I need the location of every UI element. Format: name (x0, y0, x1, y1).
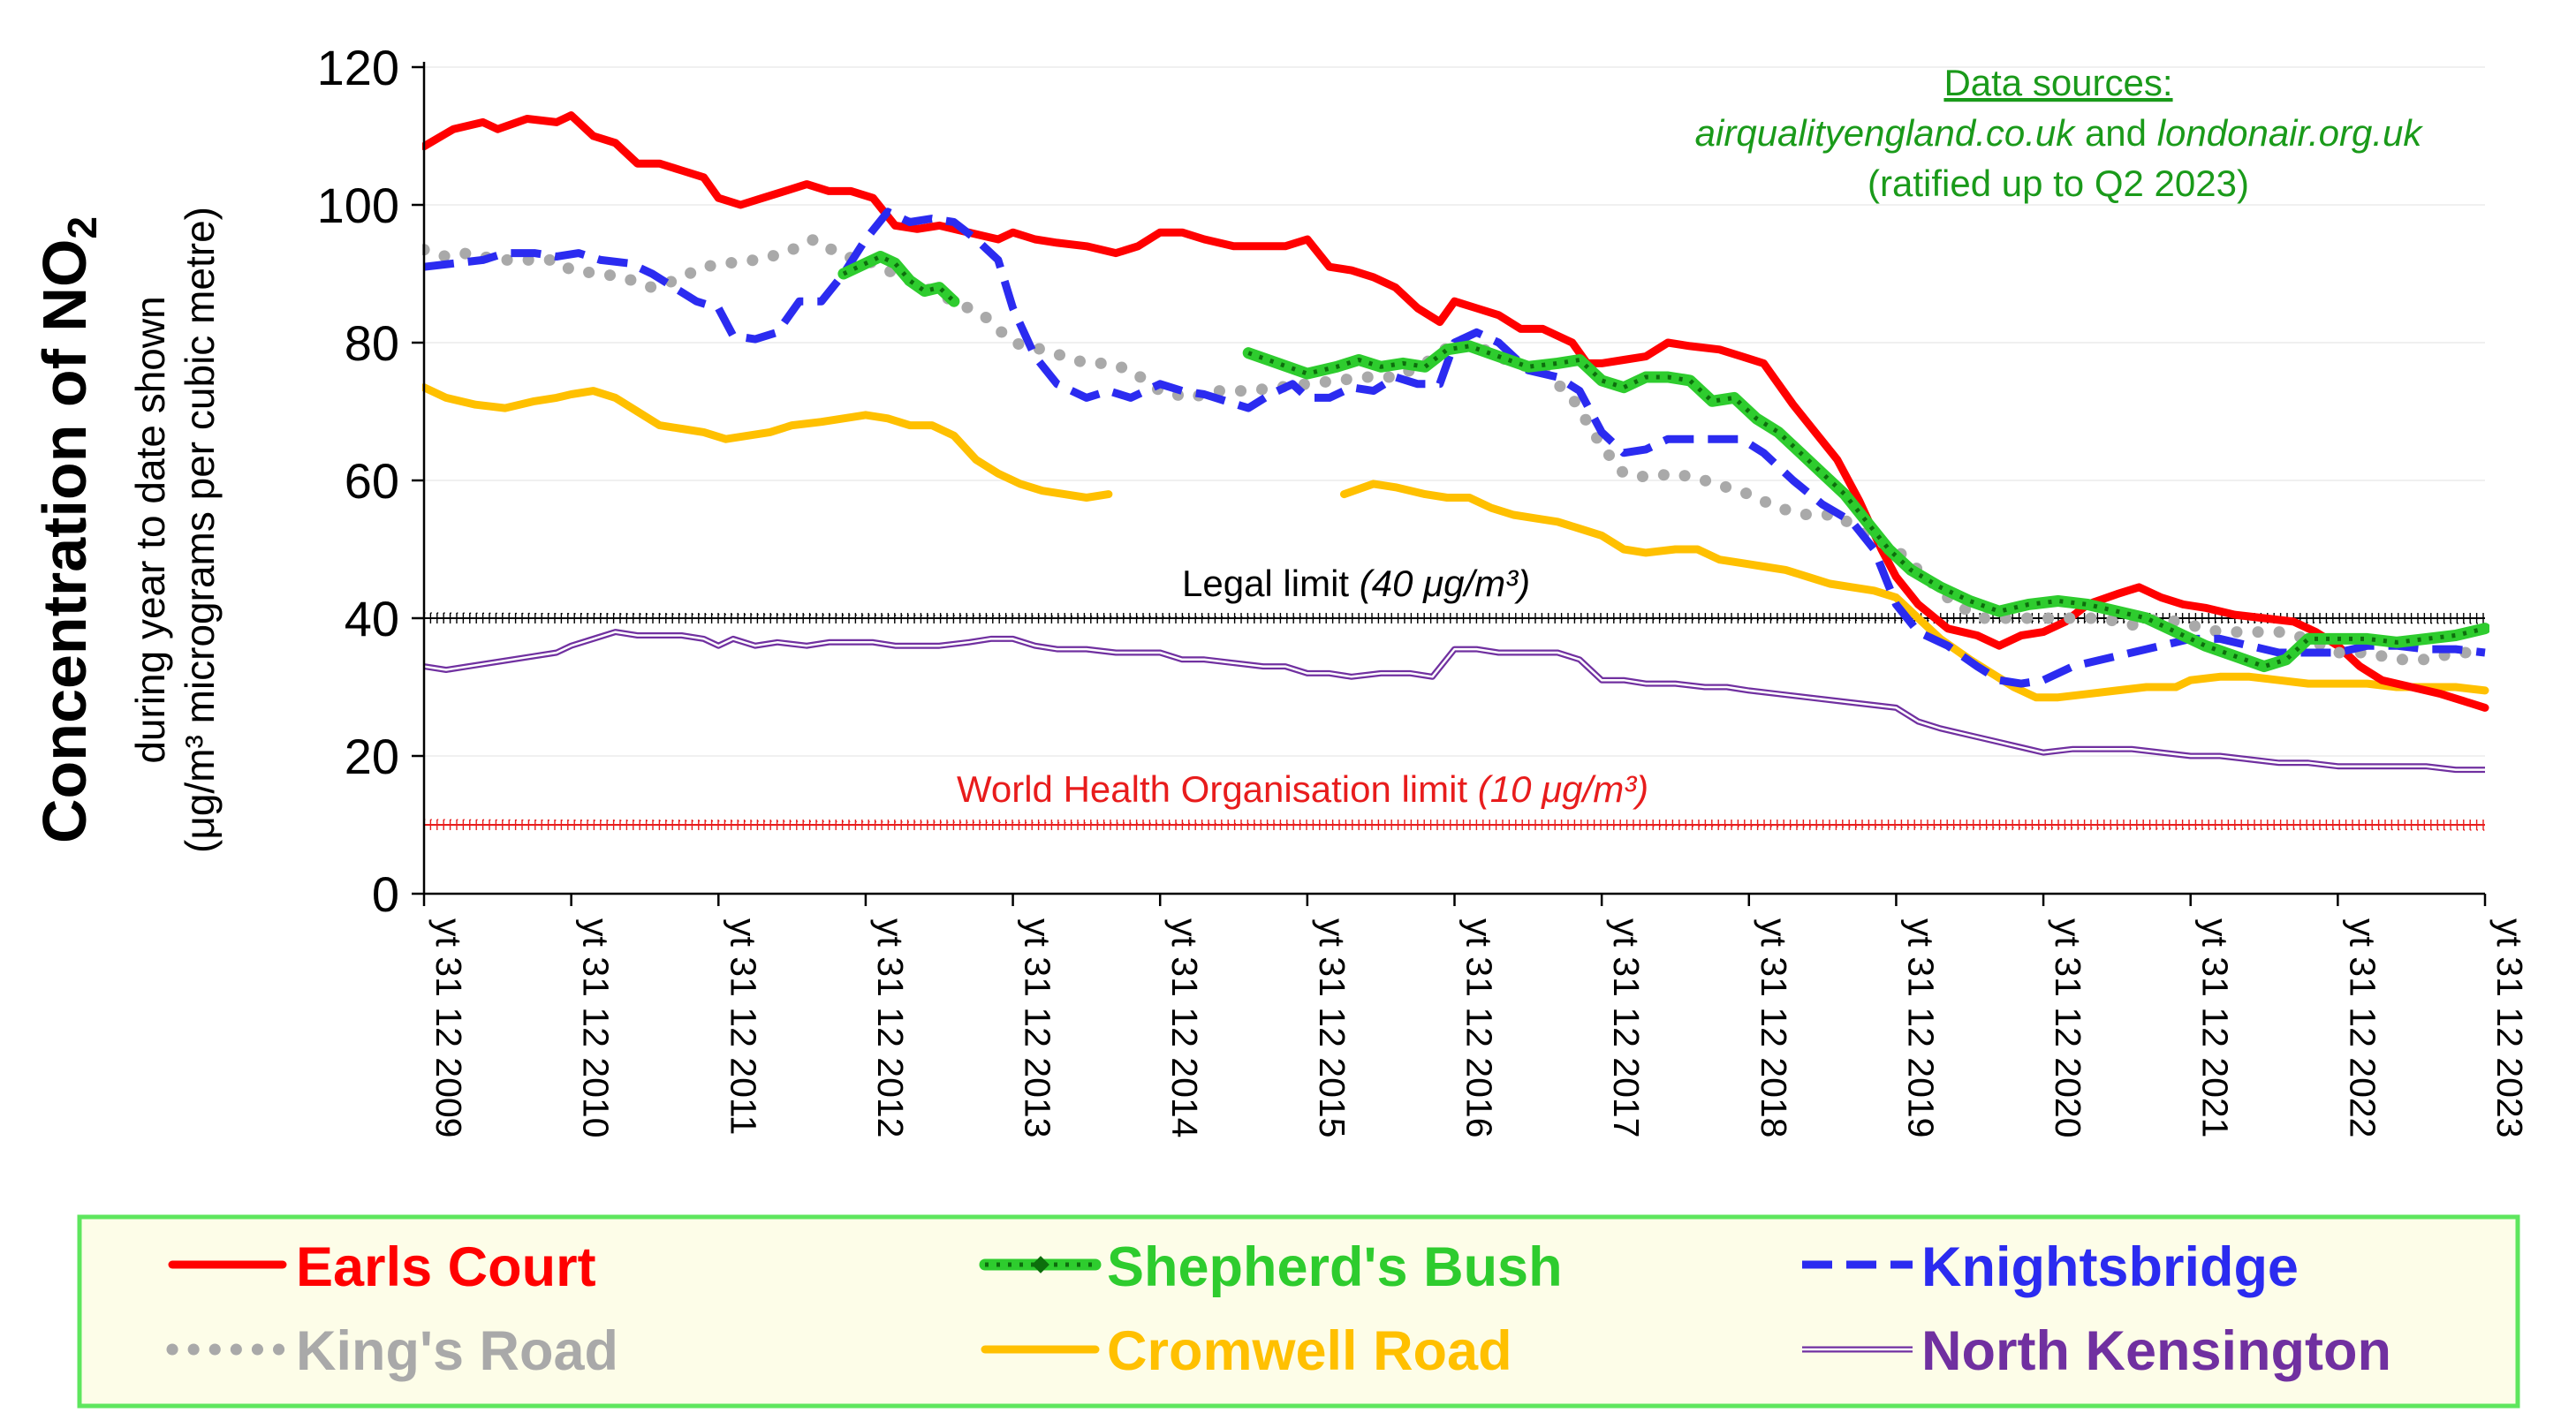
x-tick-label: yt 31 12 2020 (2048, 918, 2088, 1137)
x-tick-label: yt 31 12 2019 (1900, 918, 1941, 1137)
legend-marker-shepherd-s-bush (1032, 1256, 1049, 1273)
x-tick-label: yt 31 12 2013 (1018, 918, 1058, 1137)
legend-label-north-kensington: North Kensington (1921, 1320, 2391, 1382)
series-shepherd-s-bush (1242, 340, 2489, 673)
y-tick-label: 20 (345, 729, 399, 784)
y-tick-label: 120 (317, 40, 399, 95)
y-axis-subtitle-line2: (μg/m³ micrograms per cubic metre) (177, 207, 223, 853)
legend-label-cromwell-road: Cromwell Road (1107, 1320, 1512, 1382)
legend-label-earls-court: Earls Court (296, 1236, 596, 1298)
series-earls-court (422, 111, 2489, 712)
series-north-kensington (423, 629, 2485, 774)
legal-limit-label: Legal limit (40 μg/m³) (1182, 563, 1530, 604)
sources-sites: airqualityengland.co.uk and londonair.or… (1695, 112, 2424, 154)
y-tick-label: 0 (372, 866, 399, 922)
sources-note: (ratified up to Q2 2023) (1868, 162, 2249, 204)
x-tick-label: yt 31 12 2018 (1754, 918, 1794, 1137)
y-axis-subtitle-line1: during year to date shown (127, 296, 173, 763)
y-tick-label: 40 (345, 591, 399, 646)
legend-box (77, 1214, 2520, 1409)
series-cromwell-road (422, 383, 1113, 502)
legend-label-king-s-road: King's Road (296, 1320, 618, 1382)
series-cromwell-road (1340, 480, 2489, 702)
x-tick-label: yt 31 12 2011 (723, 918, 763, 1135)
series-layer (422, 111, 2489, 774)
sources-heading: Data sources: (1943, 62, 2172, 103)
y-axis-title: Concentration of NO2 (30, 216, 105, 843)
x-tick-label: yt 31 12 2022 (2342, 918, 2383, 1137)
x-tick-label: yt 31 12 2010 (576, 918, 617, 1137)
series-knightsbridge (423, 208, 2486, 688)
x-tick-label: yt 31 12 2017 (1606, 918, 1647, 1137)
x-tick-label: yt 31 12 2016 (1459, 918, 1500, 1137)
y-tick-label: 100 (317, 178, 399, 233)
y-tick-label: 80 (345, 315, 399, 371)
legend: Earls Court Shepherd's Bush Knightsbridge K… (77, 1214, 2520, 1409)
y-tick-label: 60 (345, 453, 399, 509)
x-tick-label: yt 31 12 2021 (2195, 918, 2236, 1137)
series-north-kensington-inner (423, 631, 2485, 771)
x-tick-label: yt 31 12 2015 (1312, 918, 1352, 1137)
x-tick-label: yt 31 12 2012 (870, 918, 911, 1137)
x-tick-label: yt 31 12 2009 (428, 918, 469, 1137)
legend-label-knightsbridge: Knightsbridge (1921, 1236, 2299, 1298)
who-limit-label: World Health Organisation limit (10 μg/m… (957, 768, 1648, 810)
x-tick-label: yt 31 12 2023 (2489, 918, 2530, 1137)
x-tick-label: yt 31 12 2014 (1164, 918, 1205, 1137)
axes: 0 20 40 60 80 100 120 yt 31 12 2009 yt 31 12 201… (317, 40, 2530, 1137)
series-shepherd-s-bush (837, 251, 960, 307)
legend-label-shepherd-s-bush: Shepherd's Bush (1107, 1236, 1563, 1298)
